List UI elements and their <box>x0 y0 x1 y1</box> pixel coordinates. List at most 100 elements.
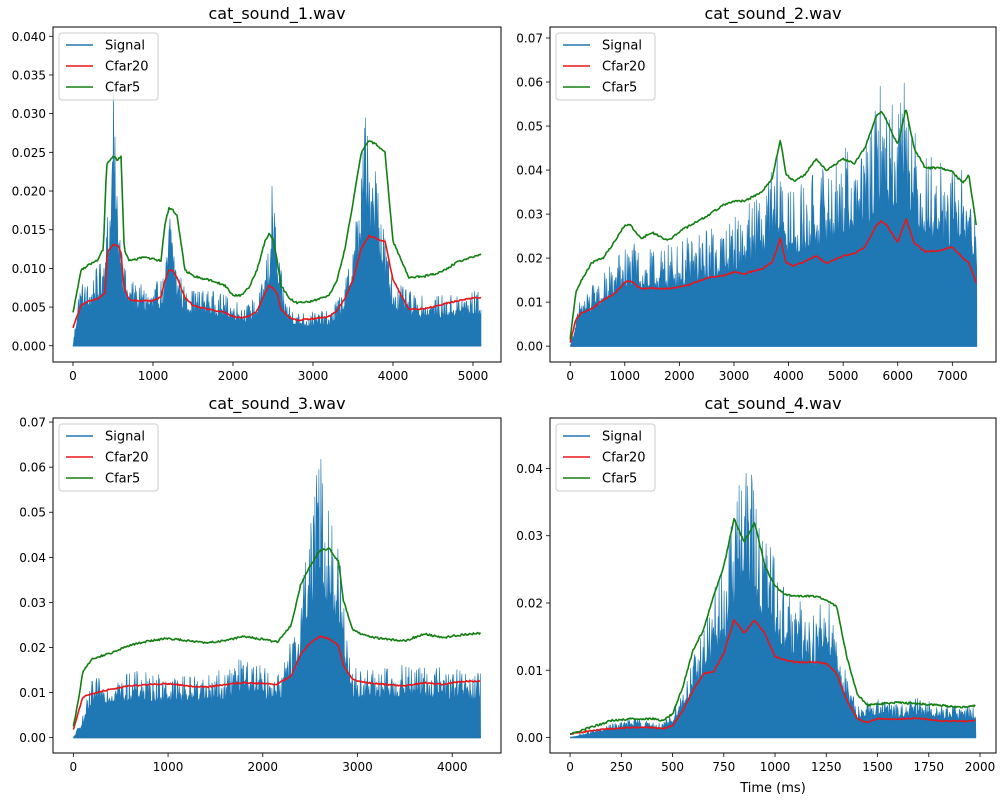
legend-label-signal: Signal <box>105 39 145 54</box>
y-tick-label: 0.05 <box>516 120 543 134</box>
y-tick-label: 0.00 <box>19 731 46 745</box>
x-tick-label: 1000 <box>610 369 641 383</box>
x-tick-label: 3000 <box>342 760 373 774</box>
x-tick-label: 5000 <box>828 369 859 383</box>
x-axis-ticks: 0 250 500 750 1000 1250 1500 1750 2000 <box>566 753 995 774</box>
y-tick-label: 0.03 <box>19 596 46 610</box>
y-tick-label: 0.07 <box>19 416 46 430</box>
subplot-3: cat_sound_3.wav Signal Cfar20 Cfar5 0 100… <box>19 394 502 774</box>
x-tick-label: 3000 <box>298 369 329 383</box>
x-tick-label: 6000 <box>882 369 913 383</box>
y-tick-label: 0.05 <box>19 506 46 520</box>
x-tick-label: 0 <box>69 369 77 383</box>
series-cfar20 <box>569 218 977 343</box>
legend: Signal Cfar20 Cfar5 <box>58 423 159 492</box>
legend-box <box>58 32 159 101</box>
y-tick-label: 0.06 <box>516 76 543 90</box>
x-tick-label: 0 <box>566 760 574 774</box>
legend-box <box>58 423 159 492</box>
legend: Signal Cfar20 Cfar5 <box>555 423 656 492</box>
y-tick-label: 0.005 <box>12 301 46 315</box>
series-cfar20 <box>72 635 481 730</box>
legend: Signal Cfar20 Cfar5 <box>555 32 656 101</box>
series-signal <box>570 472 977 738</box>
subplot-title: cat_sound_2.wav <box>704 4 841 24</box>
legend-label-cfar20: Cfar20 <box>602 60 646 75</box>
x-tick-label: 4000 <box>773 369 804 383</box>
y-tick-label: 0.01 <box>516 664 543 678</box>
legend-label-cfar20: Cfar20 <box>105 60 149 75</box>
y-tick-label: 0.020 <box>12 185 46 199</box>
y-tick-label: 0.01 <box>19 686 46 700</box>
series-cfar5 <box>72 547 482 727</box>
y-axis-ticks: 0.00 0.01 0.02 0.03 0.04 <box>516 462 550 745</box>
x-tick-label: 3000 <box>719 369 750 383</box>
legend-label-cfar5: Cfar5 <box>602 472 637 487</box>
legend-label-cfar20: Cfar20 <box>105 451 149 466</box>
legend-label-cfar5: Cfar5 <box>105 472 140 487</box>
x-axis-ticks: 0 1000 2000 3000 4000 5000 6000 7000 <box>566 362 968 383</box>
subplot-4: cat_sound_4.wav Signal Cfar20 Cfar5 0 250… <box>516 394 997 796</box>
y-tick-label: 0.07 <box>516 32 543 46</box>
x-axis-ticks: 0 1000 2000 3000 4000 <box>70 753 468 774</box>
series-signal <box>72 91 482 347</box>
x-axis-label: Time (ms) <box>739 781 806 796</box>
legend: Signal Cfar20 Cfar5 <box>58 32 159 101</box>
axes-frame <box>52 26 502 363</box>
legend-label-cfar20: Cfar20 <box>602 451 646 466</box>
legend-label-cfar5: Cfar5 <box>602 81 637 96</box>
plot-area <box>72 458 482 739</box>
legend-box <box>555 32 656 101</box>
y-tick-label: 0.015 <box>12 223 46 237</box>
x-tick-label: 5000 <box>458 369 489 383</box>
x-tick-label: 1000 <box>138 369 169 383</box>
axes-frame <box>549 417 997 754</box>
x-tick-label: 1000 <box>760 760 791 774</box>
y-axis-ticks: 0.00 0.01 0.02 0.03 0.04 0.05 0.06 0.07 <box>19 416 53 745</box>
y-tick-label: 0.02 <box>19 641 46 655</box>
x-tick-label: 0 <box>70 760 78 774</box>
y-tick-label: 0.06 <box>19 461 46 475</box>
x-tick-label: 1000 <box>153 760 184 774</box>
plot-area <box>569 472 977 739</box>
subplot-title: cat_sound_4.wav <box>704 394 841 414</box>
legend-label-signal: Signal <box>602 39 642 54</box>
series-cfar5 <box>569 517 976 735</box>
series-signal <box>72 458 481 738</box>
plot-area <box>72 91 482 347</box>
y-tick-label: 0.01 <box>516 296 543 310</box>
y-tick-label: 0.035 <box>12 68 46 82</box>
y-tick-label: 0.04 <box>516 164 543 178</box>
y-tick-label: 0.030 <box>12 107 46 121</box>
legend-box <box>555 423 656 492</box>
x-tick-label: 500 <box>661 760 684 774</box>
series-cfar20 <box>570 618 976 735</box>
series-cfar5 <box>72 140 482 313</box>
y-tick-label: 0.000 <box>12 339 46 353</box>
series-cfar5 <box>569 109 977 340</box>
y-tick-label: 0.02 <box>516 596 543 610</box>
plot-area <box>569 82 978 347</box>
x-tick-label: 0 <box>566 369 574 383</box>
y-tick-label: 0.00 <box>516 731 543 745</box>
y-tick-label: 0.00 <box>516 340 543 354</box>
x-tick-label: 4000 <box>437 760 468 774</box>
axes-frame <box>549 26 997 363</box>
x-tick-label: 2000 <box>248 760 279 774</box>
subplot-1: cat_sound_1.wav Signal Cfar20 Cfar5 0 100… <box>12 4 502 383</box>
y-tick-label: 0.03 <box>516 208 543 222</box>
x-tick-label: 2000 <box>664 369 695 383</box>
axes-frame <box>52 417 502 754</box>
x-tick-label: 1250 <box>811 760 842 774</box>
x-tick-label: 1750 <box>913 760 944 774</box>
subplot-title: cat_sound_1.wav <box>208 4 345 24</box>
y-axis-ticks: 0.000 0.005 0.010 0.015 0.020 0.025 0.030 0.035… <box>12 30 53 353</box>
y-tick-label: 0.02 <box>516 252 543 266</box>
x-tick-label: 2000 <box>218 369 249 383</box>
y-tick-label: 0.04 <box>19 551 46 565</box>
subplot-2: cat_sound_2.wav Signal Cfar20 Cfar5 0 100… <box>516 4 997 383</box>
x-tick-label: 7000 <box>937 369 968 383</box>
x-tick-label: 750 <box>712 760 735 774</box>
